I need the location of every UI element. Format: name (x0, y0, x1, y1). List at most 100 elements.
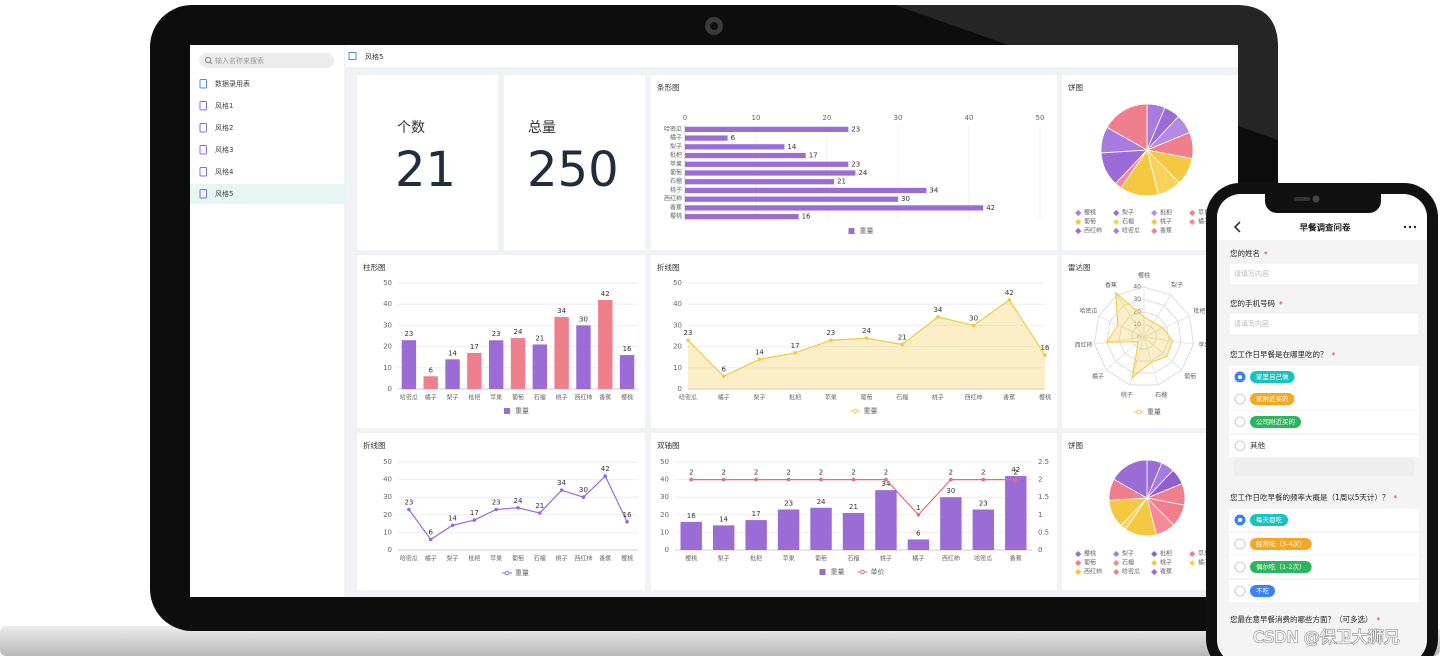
sidebar-item[interactable]: 风格2 (215, 123, 233, 132)
x-tick-label: 桃子 (880, 555, 892, 563)
search-box[interactable] (199, 53, 334, 68)
data-label: 42 (986, 204, 995, 212)
x-tick-label: 樱桃 (621, 555, 633, 563)
x-tick-label: 葡萄 (512, 394, 524, 402)
data-label: 2 (1014, 469, 1018, 477)
data-label: 21 (898, 333, 907, 341)
category-label: 枇杷 (1193, 307, 1205, 315)
bar (907, 539, 930, 550)
data-label: 2 (754, 469, 758, 477)
data-label: 17 (470, 509, 479, 517)
data-label: 23 (826, 329, 835, 337)
x-tick-label: 0 (683, 114, 687, 122)
y2-tick-label: 1.5 (1038, 493, 1049, 501)
data-label: 30 (901, 195, 910, 203)
sidebar-item[interactable]: 风格5 (215, 189, 233, 198)
legend-marker (1113, 209, 1120, 217)
y-tick-label: 10 (673, 364, 682, 372)
legend-label: 葡萄 (1084, 218, 1096, 226)
camera-lens (710, 22, 718, 30)
data-label: 16 (802, 213, 811, 221)
radar-area (1105, 291, 1174, 380)
text-input[interactable] (1228, 312, 1420, 336)
x-tick-label: 葡萄 (860, 394, 872, 402)
data-label: 6 (731, 134, 736, 142)
data-label: 30 (946, 487, 955, 495)
legend-label: 重量 (1147, 408, 1161, 416)
category-label: 哈密瓜 (1080, 307, 1098, 315)
stat-value: 250 (527, 142, 619, 198)
x-tick-label: 梨子 (447, 555, 459, 563)
x-tick-label: 香蕉 (599, 394, 611, 402)
x-tick-label: 哈密瓜 (679, 394, 697, 402)
sidebar-item[interactable]: 风格3 (215, 145, 233, 154)
point (900, 342, 904, 347)
legend-marker (1151, 568, 1158, 576)
card (651, 255, 1057, 428)
option-label: 不吃 (1256, 586, 1270, 595)
data-label: 2 (786, 469, 790, 477)
x-tick-label: 西红柿 (965, 394, 983, 402)
r-tick-label: 10 (1133, 321, 1141, 328)
watermark: CSDN @保卫大狮兄 (1253, 628, 1400, 647)
sidebar-item[interactable]: 风格4 (215, 167, 234, 176)
other-input[interactable] (1234, 458, 1414, 476)
option-row[interactable] (1229, 435, 1419, 457)
y2-tick-label: 0 (1038, 546, 1042, 554)
legend-label: 苹果 (1198, 550, 1210, 558)
bar (685, 214, 799, 220)
x-tick-label: 梨子 (447, 394, 459, 402)
radio[interactable] (1234, 416, 1246, 428)
point (819, 477, 823, 482)
tab-label[interactable]: 风格5 (365, 52, 383, 61)
y-tick-label: 50 (660, 458, 669, 466)
x-tick-label: 樱桃 (685, 555, 697, 563)
spoke (1143, 336, 1194, 345)
point (757, 357, 762, 362)
r-tick-label: 0 (1137, 334, 1141, 341)
sidebar-item[interactable]: 风格1 (215, 101, 233, 110)
phone-header (1217, 220, 1427, 240)
y-tick-label: 枇杷 (670, 151, 682, 159)
bar (685, 126, 849, 132)
bar (940, 497, 962, 550)
search-icon (204, 56, 212, 64)
data-label: 16 (687, 512, 696, 520)
more-icon[interactable] (1408, 225, 1412, 229)
required-mark: * (1377, 616, 1381, 625)
data-label: 30 (969, 314, 978, 322)
r-tick-label: 40 (1133, 284, 1141, 291)
text-input[interactable] (1228, 262, 1420, 286)
sidebar-item-icon (199, 145, 207, 155)
point (603, 474, 608, 478)
radio[interactable] (1234, 393, 1246, 405)
data-label: 42 (601, 465, 610, 473)
back-icon[interactable] (1233, 221, 1241, 233)
data-label: 17 (752, 510, 761, 518)
search-icon (209, 61, 213, 65)
data-label: 14 (719, 515, 728, 523)
more-icon[interactable] (1403, 225, 1407, 229)
card (357, 75, 498, 250)
radio[interactable] (1234, 538, 1246, 550)
radio[interactable] (1234, 440, 1246, 452)
chart-title: 双轴图 (657, 440, 680, 450)
category-label: 西红柿 (1075, 341, 1093, 349)
x-tick-label: 哈密瓜 (974, 555, 992, 563)
radio[interactable] (1234, 561, 1246, 573)
option-row[interactable] (1229, 580, 1419, 602)
more-icon[interactable] (1413, 225, 1417, 229)
option-tag (1250, 561, 1312, 573)
point (936, 315, 940, 319)
bar (712, 525, 735, 550)
data-label: 21 (535, 502, 544, 510)
point (916, 513, 921, 517)
data-label: 6 (721, 365, 726, 373)
radio[interactable] (1234, 585, 1246, 597)
chart-title: 雷达图 (1068, 262, 1091, 272)
legend-label: 梨子 (1122, 209, 1134, 217)
required-mark: * (1394, 494, 1398, 503)
option-tag (1250, 416, 1301, 428)
sidebar-item[interactable]: 数据录用表 (215, 79, 250, 88)
